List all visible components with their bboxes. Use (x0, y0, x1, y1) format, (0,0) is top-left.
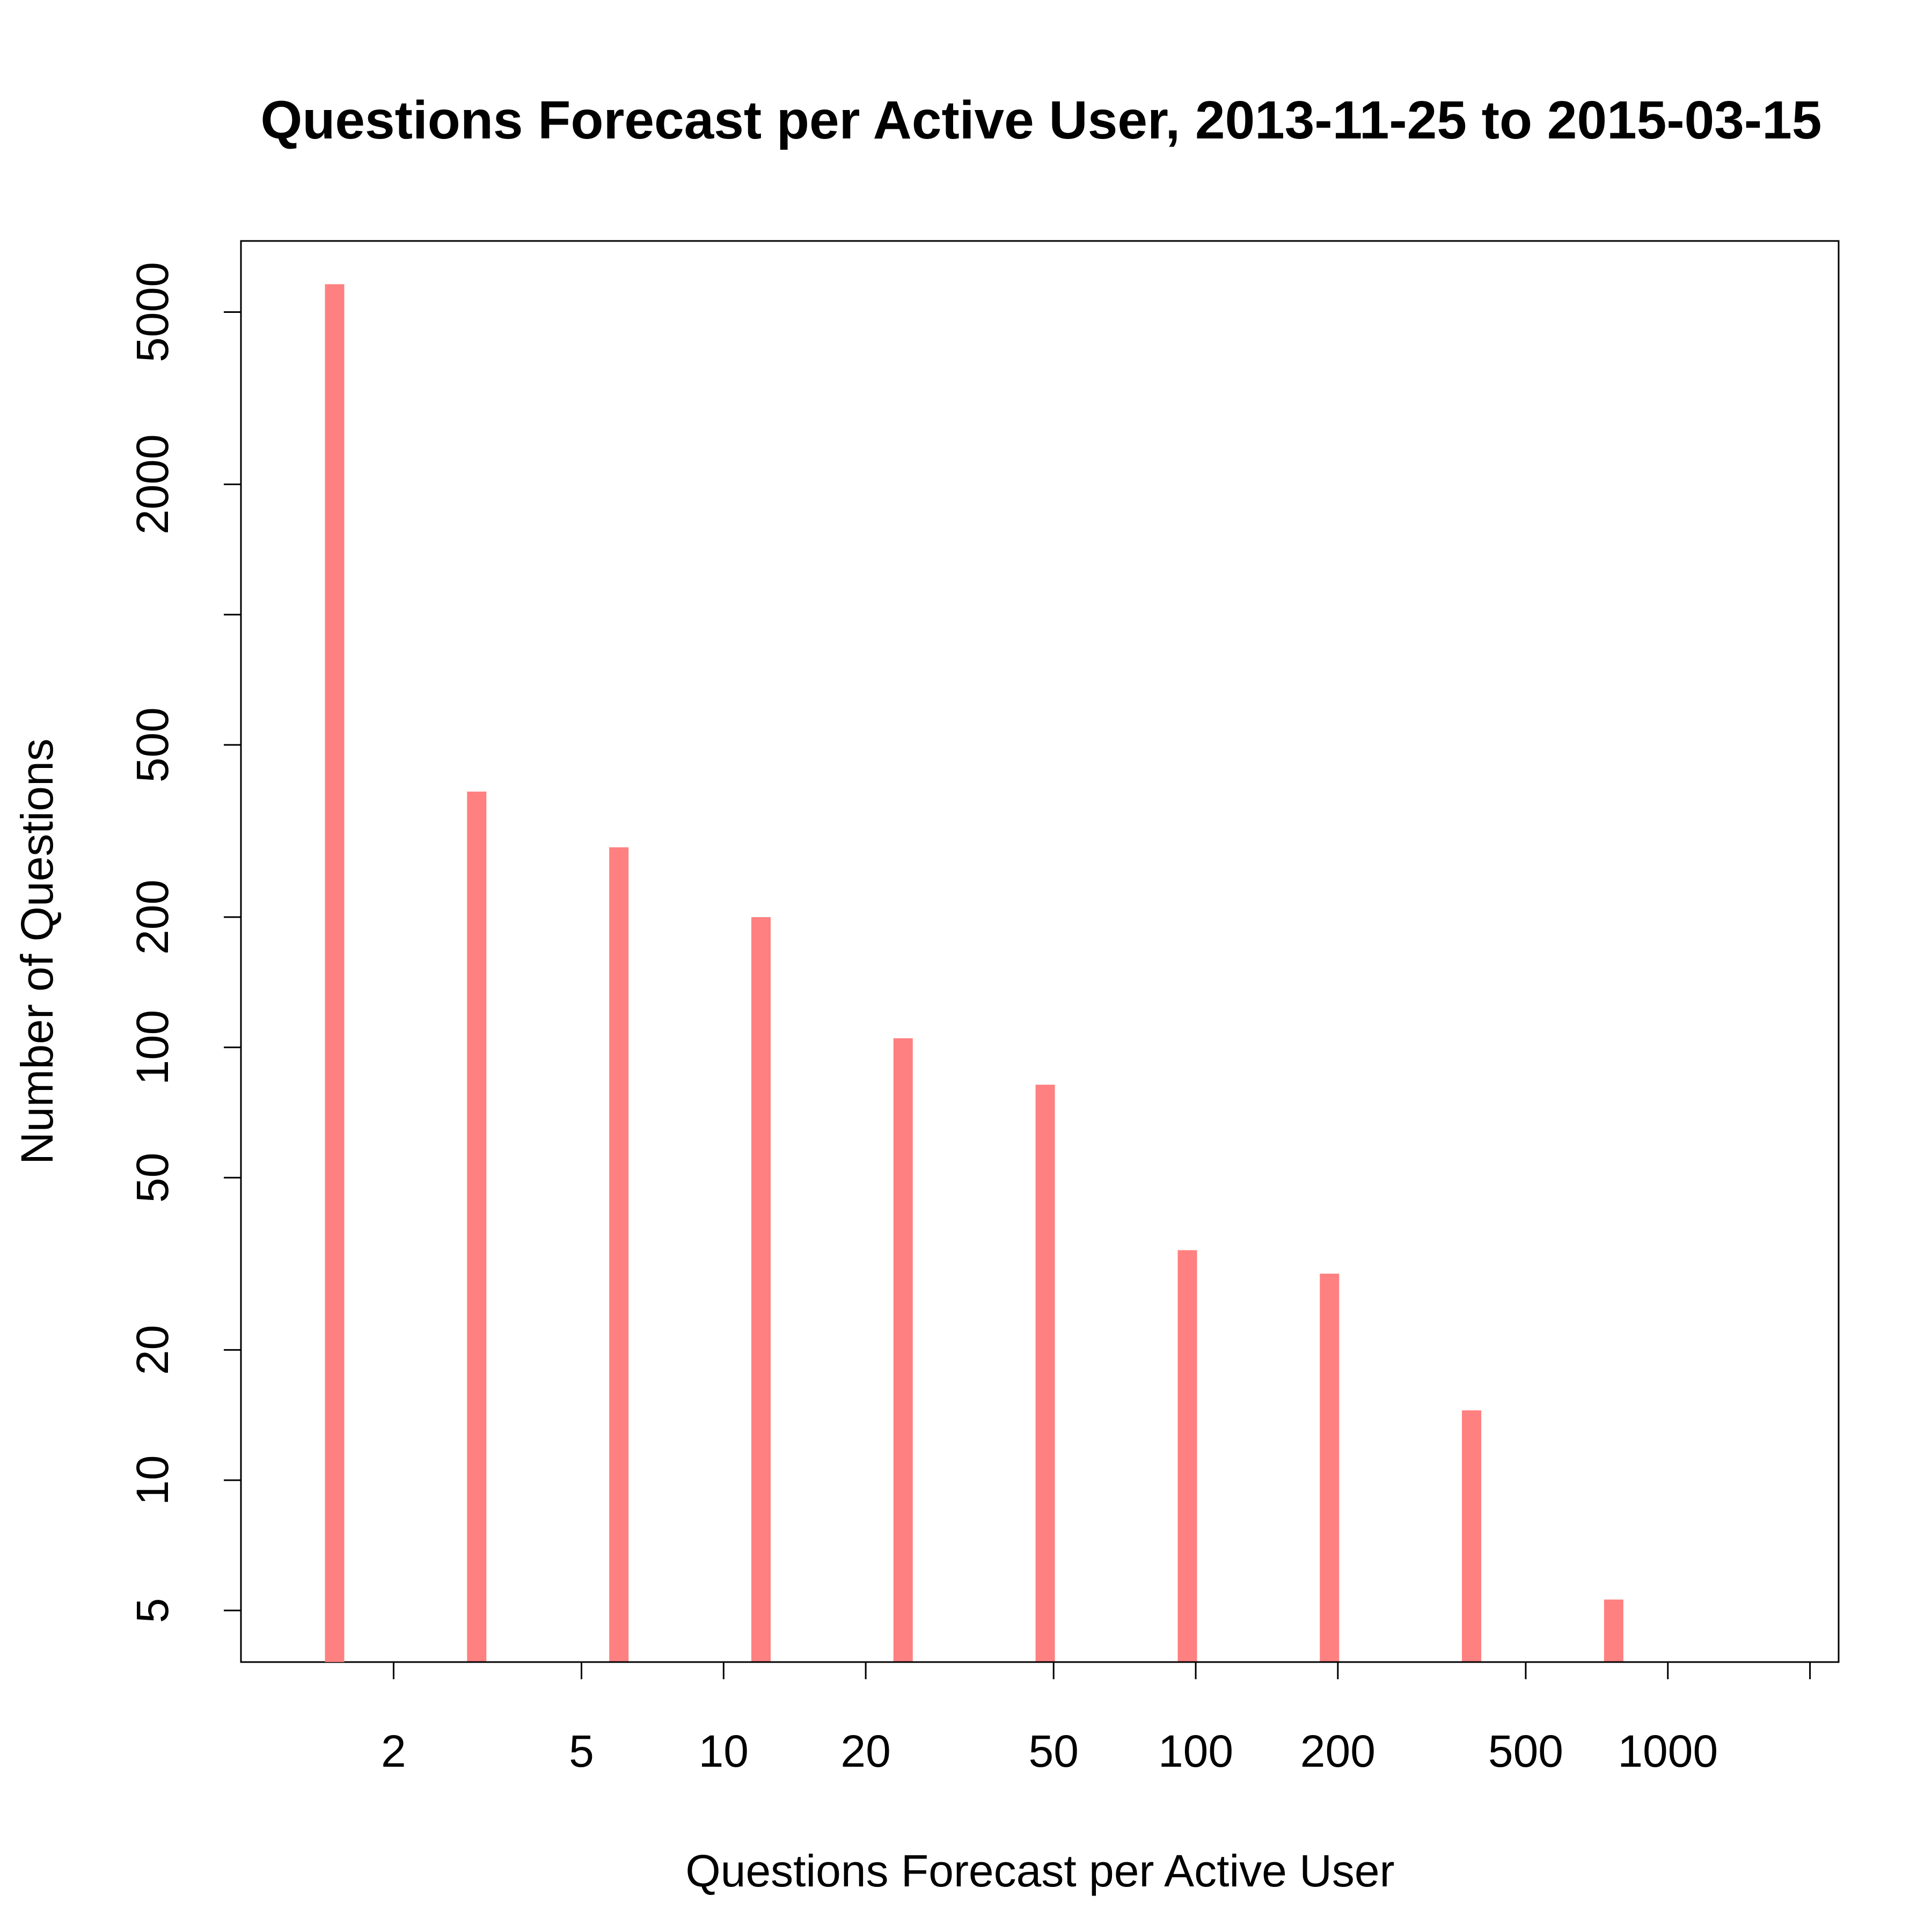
bar (1320, 1274, 1340, 1662)
y-tick-label: 5000 (127, 262, 178, 362)
bar (751, 917, 771, 1662)
bar (1035, 1085, 1055, 1662)
y-tick-label: 50 (127, 1153, 178, 1203)
x-tick-label: 5 (569, 1726, 594, 1776)
bar (893, 1038, 913, 1662)
bar (609, 847, 629, 1662)
y-tick-label: 500 (127, 707, 178, 782)
y-tick-label: 5 (127, 1598, 178, 1623)
x-tick-label: 2 (381, 1726, 406, 1776)
y-tick-label: 20 (127, 1325, 178, 1375)
x-axis: 2 5 10 20 50 100 200 500 1000 (381, 1661, 1811, 1776)
y-tick-label: 200 (127, 880, 178, 955)
bar (1177, 1250, 1197, 1662)
chart-title: Questions Forecast per Active User, 2013… (261, 90, 1822, 150)
y-tick-label: 100 (127, 1010, 178, 1085)
y-tick-label: 10 (127, 1455, 178, 1505)
x-axis-label: Questions Forecast per Active User (685, 1846, 1394, 1896)
bar (467, 792, 487, 1662)
x-tick-label: 200 (1300, 1726, 1375, 1776)
bar (325, 284, 345, 1662)
bars (325, 284, 1623, 1662)
y-axis-label: Number of Questions (12, 738, 62, 1165)
x-tick-label: 20 (840, 1726, 890, 1776)
x-tick-label: 10 (699, 1726, 749, 1776)
y-axis: 5 10 20 50 100 200 500 2000 5000 (127, 262, 242, 1623)
x-tick-label: 100 (1158, 1726, 1233, 1776)
bar (1604, 1599, 1623, 1662)
y-tick-label: 2000 (127, 434, 178, 535)
bar (1462, 1410, 1482, 1662)
x-tick-label: 500 (1488, 1726, 1563, 1776)
x-tick-label: 1000 (1618, 1726, 1718, 1776)
x-tick-label: 50 (1029, 1726, 1079, 1776)
